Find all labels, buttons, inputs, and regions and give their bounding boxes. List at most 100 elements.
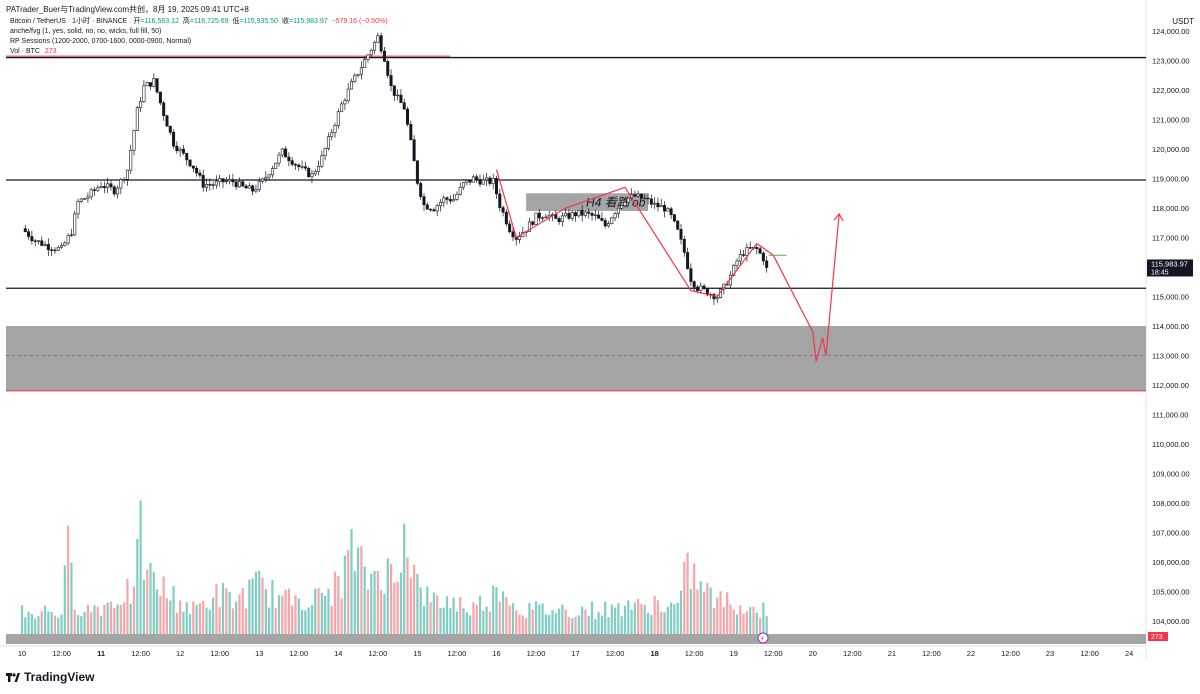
candle-body <box>659 205 663 208</box>
volume-bar <box>264 589 267 634</box>
candle-body <box>356 73 360 76</box>
volume-bar <box>251 578 254 634</box>
volume-bar <box>643 604 646 634</box>
time-tick: 12:00 <box>448 649 467 658</box>
candle-body <box>389 75 393 87</box>
volume-bar <box>258 570 261 634</box>
demand-zone[interactable] <box>6 326 1146 391</box>
candle-body <box>669 208 673 215</box>
candle-body <box>412 139 416 162</box>
candle-body <box>353 74 357 82</box>
candle-body <box>27 231 31 237</box>
indicator-fvg[interactable]: anche/fvg (1, yes, solid, no, no, wicks,… <box>10 28 162 35</box>
candle-body <box>689 268 693 282</box>
candle-body <box>280 148 284 156</box>
candle-body <box>214 180 218 186</box>
candle-body <box>583 211 587 216</box>
volume-bar <box>221 582 225 634</box>
candle-body <box>116 187 120 195</box>
volume-bar <box>320 592 323 634</box>
volume-bar <box>366 589 370 634</box>
price-tick: 119,000.00 <box>1152 175 1189 184</box>
candle-body <box>462 182 466 188</box>
volume-bar <box>686 552 689 634</box>
volume-bar <box>287 588 290 634</box>
volume-bar <box>386 558 389 634</box>
last-price-badge[interactable] <box>1147 259 1193 277</box>
volume-bar <box>548 614 551 634</box>
candle-body <box>590 213 594 216</box>
volume-bar <box>482 610 485 634</box>
price-tick: 122,000.00 <box>1152 86 1190 95</box>
volume-bar <box>297 598 300 634</box>
candle-body <box>705 288 709 296</box>
candle-body <box>742 254 746 256</box>
volume-bar <box>152 572 155 634</box>
low-value: =115,935.50 <box>239 18 279 25</box>
candle-body <box>188 159 192 167</box>
price-tick: 115,000.00 <box>1152 293 1189 302</box>
volume-bar <box>706 583 709 634</box>
time-tick: 10 <box>18 649 26 658</box>
volume-bar <box>455 611 459 634</box>
projection-path[interactable] <box>495 169 840 362</box>
volume-bar <box>449 608 452 634</box>
candle-body <box>152 78 156 87</box>
volume-bar <box>637 599 640 634</box>
candle-body <box>580 210 584 216</box>
volume-bar <box>722 607 725 634</box>
candle-body <box>191 165 195 169</box>
candle-body <box>679 228 683 240</box>
volume-bar <box>676 602 679 634</box>
price-tick: 117,000.00 <box>1152 234 1189 243</box>
volume-bar <box>399 572 403 634</box>
candle-body <box>270 168 274 176</box>
candle-body <box>567 212 571 219</box>
volume-bar <box>462 608 465 634</box>
close-label: 收 <box>282 18 289 25</box>
volume-bar <box>99 615 103 634</box>
symbol-name[interactable]: Bitcoin / TetherUS · 1小时 · BINANCE <box>10 18 128 25</box>
indicator-sessions[interactable]: RP Sessions (1200-2000, 0700-1600, 0000-… <box>10 38 192 45</box>
h4-bearish-ob-label: H4 看跌 ob <box>586 195 646 209</box>
candle-body <box>468 180 472 183</box>
time-tick: 12:00 <box>843 649 862 658</box>
volume-bar <box>205 607 208 634</box>
candle-body <box>303 166 307 169</box>
volume-bar <box>370 573 373 634</box>
time-tick: 12:00 <box>52 649 71 658</box>
time-tick: 12:00 <box>922 649 941 658</box>
candle-body <box>442 197 446 203</box>
volume-bar <box>505 597 508 634</box>
indicator-volume[interactable]: Vol · BTC 273 <box>10 47 57 56</box>
candle-body <box>178 148 182 152</box>
currency-label[interactable]: USDT <box>1172 17 1194 26</box>
volume-bar <box>531 609 534 634</box>
candle-body <box>149 82 153 87</box>
candle-body <box>392 85 396 96</box>
candle-body <box>475 176 479 180</box>
volume-bar <box>27 611 30 634</box>
volume-bar <box>60 614 63 634</box>
candle-body <box>86 196 90 199</box>
open-label: 开 <box>133 18 141 25</box>
volume-bar <box>587 615 590 634</box>
volume-bar <box>600 615 604 634</box>
price-tick: 113,000.00 <box>1152 352 1189 361</box>
lightning-event-icon[interactable] <box>757 632 769 644</box>
candle-body <box>435 205 439 212</box>
h4-bearish-ob-zone[interactable] <box>526 193 649 211</box>
volume-bar <box>353 571 356 634</box>
candle-body <box>643 197 647 200</box>
volume-bar <box>188 614 192 634</box>
candle-body <box>142 85 146 102</box>
candle-body <box>172 132 176 147</box>
candle-body <box>175 145 179 152</box>
price-tick: 111,000.00 <box>1152 411 1188 420</box>
volume-bar <box>762 602 765 634</box>
volume-bar <box>123 602 126 634</box>
volume-bar <box>452 597 455 634</box>
tradingview-logo[interactable]: TradingView <box>6 670 94 684</box>
volume-bar <box>416 573 419 634</box>
